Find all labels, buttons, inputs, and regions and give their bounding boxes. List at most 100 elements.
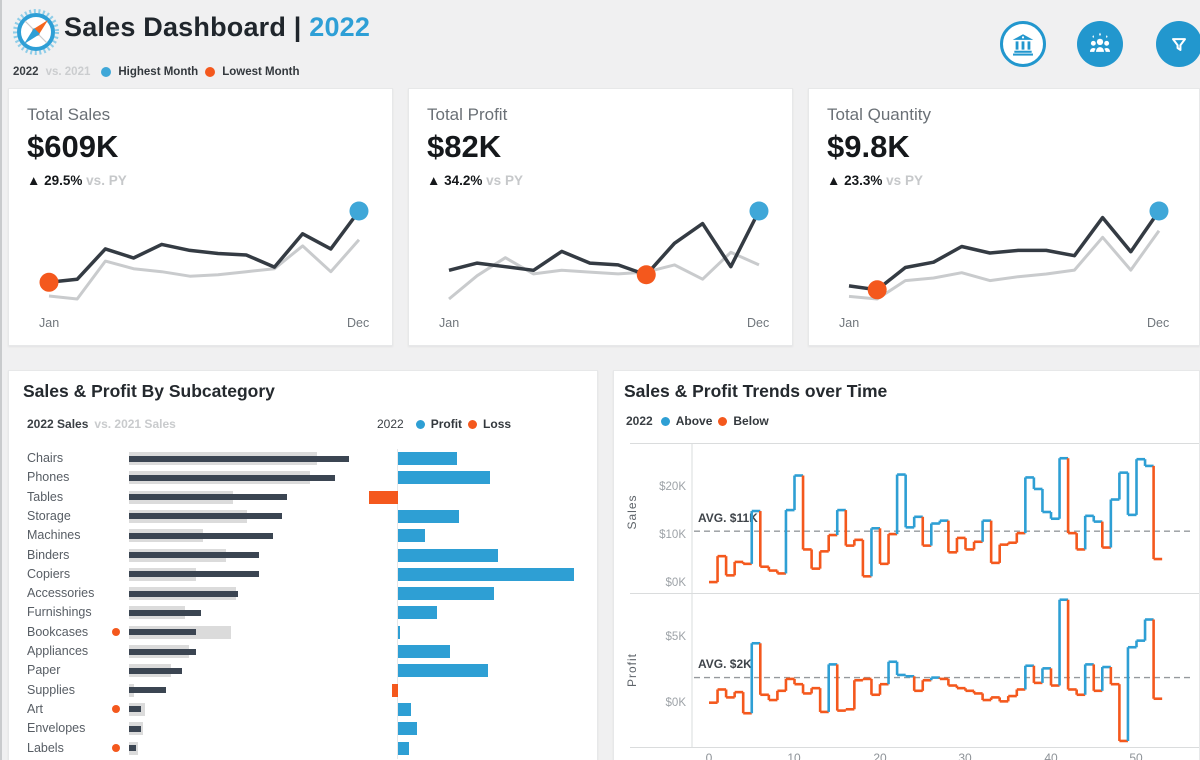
category-label[interactable]: Phones — [27, 470, 70, 485]
lowest-month-marker[interactable] — [636, 265, 656, 285]
bar-2022-sales[interactable] — [129, 494, 287, 501]
category-label[interactable]: Copiers — [27, 566, 71, 581]
quantity-sparkline-chart[interactable] — [809, 189, 1194, 314]
category-label[interactable]: Accessories — [27, 586, 95, 601]
profit-sparkline-chart[interactable] — [409, 189, 794, 314]
bar-2022-sales[interactable] — [129, 513, 282, 520]
bar-profit[interactable] — [398, 567, 574, 581]
lowest-month-marker[interactable] — [867, 280, 887, 300]
bar-2022-sales[interactable] — [129, 455, 349, 462]
bar-2022-sales[interactable] — [129, 706, 141, 713]
profit-dot-icon[interactable] — [415, 419, 425, 429]
sparkline-start-label: Jan — [439, 316, 460, 330]
sales-decline-dot-icon — [112, 705, 120, 714]
sparkline-end-label: Dec — [347, 316, 370, 330]
bar-profit[interactable] — [398, 509, 459, 523]
category-label[interactable]: Art — [27, 701, 43, 716]
sales-avg-label: AVG. $11K — [698, 511, 758, 525]
weekly-sales-trend-marks[interactable] — [709, 456, 1163, 584]
kpi-card-total-profit[interactable]: Total Profit $82K ▲ 34.2% vs PY Jan Dec — [408, 88, 793, 346]
kpi-legend-highest[interactable]: Highest Month — [118, 66, 199, 78]
lowest-month-dot-icon[interactable] — [205, 67, 216, 77]
legend-profit-year: 2022 — [377, 417, 404, 431]
bar-profit[interactable] — [398, 741, 409, 755]
bar-profit[interactable] — [398, 625, 400, 639]
bank-icon[interactable] — [1000, 21, 1046, 67]
bar-2022-sales[interactable] — [129, 552, 259, 558]
kpi-value: $82K — [427, 129, 502, 164]
bar-profit[interactable] — [398, 587, 494, 601]
filter-icon[interactable] — [1156, 21, 1200, 67]
bar-profit[interactable] — [398, 702, 411, 716]
highest-month-marker[interactable] — [1149, 201, 1169, 221]
lowest-month-marker[interactable] — [39, 272, 59, 292]
sparkline-start-label: Jan — [839, 316, 860, 330]
bar-profit[interactable] — [398, 529, 426, 543]
bar-loss[interactable] — [392, 683, 398, 697]
bar-2022-sales[interactable] — [129, 629, 197, 636]
bar-2022-sales[interactable] — [129, 667, 183, 674]
above-dot-icon[interactable] — [660, 416, 670, 426]
bar-2022-sales[interactable] — [129, 725, 141, 732]
kpi-value: $9.8K — [827, 129, 910, 164]
sales-sparkline-chart[interactable] — [9, 189, 394, 314]
kpi-legend-lowest[interactable]: Lowest Month — [222, 66, 300, 78]
current-year-line[interactable] — [48, 209, 361, 285]
legend-below-label[interactable]: Below — [733, 414, 769, 428]
bar-2022-sales[interactable] — [129, 609, 201, 616]
kpi-card-total-sales[interactable]: Total Sales $609K ▲ 29.5% vs. PY Jan Dec — [8, 88, 393, 346]
bar-2022-sales[interactable] — [129, 532, 273, 539]
highest-month-marker[interactable] — [349, 201, 369, 221]
weekly-profit-trend-marks[interactable] — [709, 598, 1163, 743]
highest-month-dot-icon[interactable] — [101, 67, 112, 77]
profit-zero-axis — [397, 449, 398, 759]
category-label[interactable]: Binders — [27, 547, 70, 562]
subcategory-charts[interactable]: Chairs Phones Tables Storage Machines Binders… — [9, 371, 597, 760]
category-label[interactable]: Tables — [27, 489, 64, 504]
bar-2022-sales[interactable] — [129, 474, 336, 481]
prev-year-line — [448, 250, 760, 301]
category-label[interactable]: Chairs — [27, 451, 64, 465]
sparkline-start-label: Jan — [39, 316, 60, 330]
bar-profit[interactable] — [398, 606, 438, 620]
bar-profit[interactable] — [398, 471, 490, 485]
bar-profit[interactable] — [398, 452, 457, 465]
highest-month-marker[interactable] — [749, 201, 769, 221]
legend-loss-label[interactable]: Loss — [483, 417, 512, 431]
team-icon[interactable] — [1077, 21, 1123, 67]
legend-profit-label[interactable]: Profit — [430, 417, 463, 431]
loss-dot-icon[interactable] — [468, 419, 478, 429]
bar-2022-sales[interactable] — [129, 571, 259, 578]
category-label[interactable]: Storage — [27, 508, 71, 523]
bar-2022-sales[interactable] — [129, 590, 238, 597]
bar-profit[interactable] — [398, 645, 450, 658]
category-label[interactable]: Labels — [27, 740, 64, 755]
bar-profit[interactable] — [398, 664, 488, 678]
sales-ytick-20k: $20K — [659, 481, 686, 493]
category-label[interactable]: Paper — [27, 663, 61, 678]
category-label[interactable]: Supplies — [27, 682, 75, 697]
sparkline-end-label: Dec — [747, 316, 770, 330]
subcategory-panel: Sales & Profit By Subcategory 2022 Sales… — [8, 370, 598, 760]
category-label[interactable]: Machines — [27, 528, 81, 543]
bar-2022-sales[interactable] — [129, 745, 136, 751]
xtick-50: 50 — [1129, 751, 1143, 760]
legend-above-label[interactable]: Above — [675, 414, 713, 428]
bar-profit[interactable] — [398, 548, 498, 562]
current-year-line[interactable] — [448, 210, 761, 277]
below-dot-icon[interactable] — [718, 416, 728, 426]
page-title-text: Sales Dashboard | — [64, 12, 302, 42]
category-label[interactable]: Envelopes — [27, 721, 86, 736]
category-label[interactable]: Bookcases — [27, 624, 89, 639]
bar-profit[interactable] — [398, 722, 417, 736]
prev-year-line — [848, 229, 1161, 301]
category-label[interactable]: Furnishings — [27, 605, 92, 620]
kpi-card-total-quantity[interactable]: Total Quantity $9.8K ▲ 23.3% vs PY Jan D… — [808, 88, 1200, 346]
trend-step-charts[interactable] — [614, 371, 1200, 760]
kpi-delta-vs: vs. PY — [86, 173, 127, 188]
current-year-line[interactable] — [848, 210, 1161, 292]
bar-2022-sales[interactable] — [129, 687, 167, 694]
category-label[interactable]: Appliances — [27, 644, 89, 658]
bar-2022-sales[interactable] — [129, 648, 197, 655]
bar-loss[interactable] — [368, 490, 398, 504]
